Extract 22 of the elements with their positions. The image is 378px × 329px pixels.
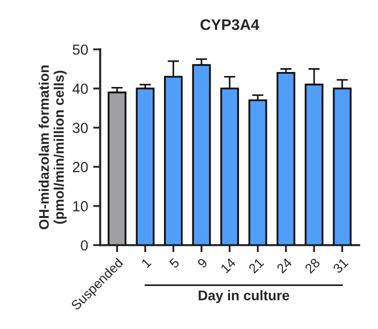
y-tick-label: 50	[72, 44, 88, 55]
x-tick-label: 28	[304, 258, 321, 274]
x-axis-title: Day in culture	[198, 290, 290, 304]
bar	[136, 88, 155, 246]
x-tick-label: 31	[332, 258, 349, 274]
bar	[192, 64, 211, 246]
y-tick-label: 0	[80, 240, 88, 251]
x-tick-label: 5	[168, 258, 180, 269]
bar	[248, 99, 268, 246]
x-tick-label: 21	[248, 258, 264, 274]
x-tick-label: 14	[220, 258, 236, 274]
y-tick-label: 40	[72, 84, 88, 94]
chart-title: CYP3A4	[200, 19, 260, 30]
y-axis-title: OH-midazolam formation (pmol/min/million cells)	[38, 66, 67, 230]
x-tick-label: 24	[276, 257, 292, 274]
y-tick-label: 30	[72, 122, 88, 134]
y-tick-label: 10	[73, 201, 88, 212]
x-tick-label: 1	[141, 258, 152, 268]
bar	[108, 92, 126, 246]
bar	[276, 72, 296, 246]
y-tick-label: 20	[72, 162, 88, 172]
x-tick-label: 9	[196, 258, 208, 269]
